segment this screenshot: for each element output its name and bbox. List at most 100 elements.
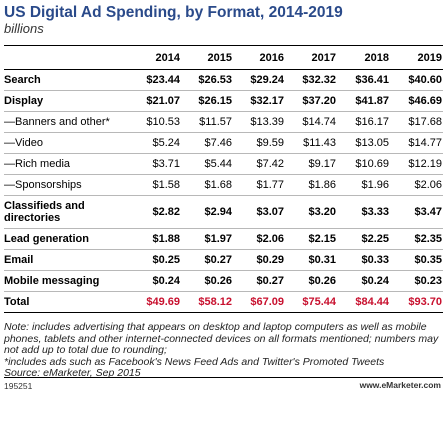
- row-label: Total: [4, 291, 129, 313]
- cell-value: $1.96: [337, 174, 390, 196]
- cell-value: $23.44: [129, 69, 181, 91]
- cell-value: $14.77: [390, 132, 443, 154]
- table-row: —Rich media $3.71 $5.44 $7.42 $9.17 $10.69 $12…: [4, 153, 443, 175]
- cell-value: $2.15: [285, 228, 337, 250]
- cell-value: $2.35: [390, 228, 443, 250]
- cell-value: $40.60: [390, 69, 443, 91]
- cell-value: $0.31: [285, 249, 337, 271]
- cell-value: $0.29: [233, 249, 285, 271]
- cell-value: $37.20: [285, 90, 337, 112]
- cell-value: $0.35: [390, 249, 443, 271]
- cell-value: $9.59: [233, 132, 285, 154]
- cell-value: $10.53: [129, 111, 181, 133]
- row-label: Mobile messaging: [4, 270, 129, 292]
- cell-value: $16.17: [337, 111, 390, 133]
- table-row: Lead generation $1.88 $1.97 $2.06 $2.15 $2.25…: [4, 228, 443, 250]
- cell-value: $26.15: [181, 90, 233, 112]
- cell-value: $7.42: [233, 153, 285, 175]
- cell-value: $58.12: [181, 291, 233, 313]
- note-text: Note: includes advertising that appears …: [4, 321, 439, 356]
- column-header-blank: [4, 47, 129, 70]
- cell-value: $12.19: [390, 153, 443, 175]
- row-label: Classifieds and directories: [4, 195, 129, 229]
- cell-value: $32.32: [285, 69, 337, 91]
- footnote-text: *includes ads such as Facebook's News Fe…: [4, 355, 385, 368]
- cell-value: $21.07: [129, 90, 181, 112]
- cell-value: $2.06: [390, 174, 443, 196]
- cell-value: $0.25: [129, 249, 181, 271]
- cell-value: $3.71: [129, 153, 181, 175]
- cell-value: $0.24: [129, 270, 181, 292]
- row-label: Search: [4, 69, 129, 91]
- footer-rule: [4, 377, 443, 378]
- cell-value: $5.44: [181, 153, 233, 175]
- cell-value: $2.82: [129, 195, 181, 229]
- header-row: 2014 2015 2016 2017 2018 2019: [4, 47, 443, 70]
- cell-value: $3.47: [390, 195, 443, 229]
- cell-value: $11.57: [181, 111, 233, 133]
- cell-value: $1.68: [181, 174, 233, 196]
- cell-value: $1.88: [129, 228, 181, 250]
- cell-value: $5.24: [129, 132, 181, 154]
- table-row: —Sponsorships $1.58 $1.68 $1.77 $1.86 $1.96 $2…: [4, 174, 443, 196]
- cell-value: $13.39: [233, 111, 285, 133]
- cell-value: $0.27: [181, 249, 233, 271]
- cell-value: $2.25: [337, 228, 390, 250]
- cell-value: $0.24: [337, 270, 390, 292]
- row-label: —Sponsorships: [4, 174, 129, 196]
- cell-value: $11.43: [285, 132, 337, 154]
- cell-value: $49.69: [129, 291, 181, 313]
- cell-value: $2.94: [181, 195, 233, 229]
- cell-value: $3.07: [233, 195, 285, 229]
- row-label: —Banners and other*: [4, 111, 129, 133]
- row-label: Email: [4, 249, 129, 271]
- column-header-2017: 2017: [285, 47, 337, 70]
- cell-value: $0.26: [285, 270, 337, 292]
- table-row: Email $0.25 $0.27 $0.29 $0.31 $0.33 $0.35: [4, 249, 443, 271]
- cell-value: $0.26: [181, 270, 233, 292]
- cell-value: $3.33: [337, 195, 390, 229]
- notes-block: Note: includes advertising that appears …: [4, 321, 443, 380]
- cell-value: $2.06: [233, 228, 285, 250]
- row-label: —Rich media: [4, 153, 129, 175]
- cell-value: $1.58: [129, 174, 181, 196]
- table-row: Display $21.07 $26.15 $32.17 $37.20 $41.87 $46…: [4, 90, 443, 112]
- table-row: Classifieds and directories $2.82 $2.94 $3.…: [4, 195, 443, 229]
- cell-value: $10.69: [337, 153, 390, 175]
- cell-value: $32.17: [233, 90, 285, 112]
- cell-value: $1.77: [233, 174, 285, 196]
- column-header-2014: 2014: [129, 47, 181, 70]
- cell-value: $1.97: [181, 228, 233, 250]
- cell-value: $14.74: [285, 111, 337, 133]
- cell-value: $7.46: [181, 132, 233, 154]
- cell-value: $67.09: [233, 291, 285, 313]
- cell-value: $13.05: [337, 132, 390, 154]
- cell-value: $1.86: [285, 174, 337, 196]
- cell-value: $0.23: [390, 270, 443, 292]
- table-row: —Banners and other* $10.53 $11.57 $13.39 $14…: [4, 111, 443, 133]
- cell-value: $0.27: [233, 270, 285, 292]
- cell-value: $0.33: [337, 249, 390, 271]
- source-text: Source: eMarketer, Sep 2015: [4, 367, 141, 379]
- row-label: Display: [4, 90, 129, 112]
- column-header-2015: 2015: [181, 47, 233, 70]
- data-table: 2014 2015 2016 2017 2018 2019 Search $23.44 $26…: [4, 47, 443, 313]
- table-row: Mobile messaging $0.24 $0.26 $0.27 $0.26 $0.2…: [4, 270, 443, 292]
- cell-value: $36.41: [337, 69, 390, 91]
- cell-value: $75.44: [285, 291, 337, 313]
- table-row: —Video $5.24 $7.46 $9.59 $11.43 $13.05 $14.77: [4, 132, 443, 154]
- emarketer-logo: www.eMarketer.com: [359, 380, 441, 390]
- header-rule: [4, 45, 443, 46]
- cell-value: $26.53: [181, 69, 233, 91]
- table-body: Search $23.44 $26.53 $29.24 $32.32 $36.41 $40.…: [4, 69, 443, 313]
- cell-value: $84.44: [337, 291, 390, 313]
- cell-value: $93.70: [390, 291, 443, 313]
- cell-value: $46.69: [390, 90, 443, 112]
- row-label: Lead generation: [4, 228, 129, 250]
- column-header-2016: 2016: [233, 47, 285, 70]
- table-row: Search $23.44 $26.53 $29.24 $32.32 $36.41 $40.…: [4, 69, 443, 91]
- cell-value: $41.87: [337, 90, 390, 112]
- cell-value: $17.68: [390, 111, 443, 133]
- cell-value: $9.17: [285, 153, 337, 175]
- column-header-2019: 2019: [390, 47, 443, 70]
